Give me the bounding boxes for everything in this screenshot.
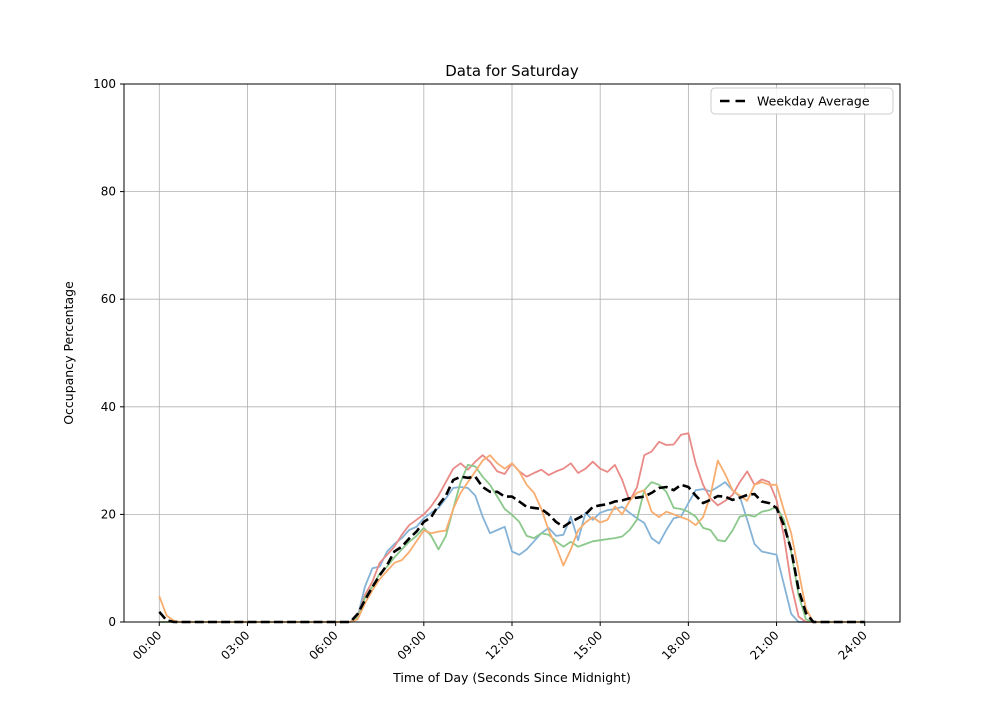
axes: 00:00 03:00 06:00 09:00 12:00 15:00 18:00 21:00… [93, 77, 870, 663]
y-tick-label: 40 [101, 400, 116, 414]
x-tick-label: 15:00 [571, 628, 605, 662]
x-tick-label: 21:00 [747, 628, 781, 662]
y-tick-label: 80 [101, 185, 116, 199]
x-tick-label: 00:00 [130, 628, 164, 662]
chart-title: Data for Saturday [445, 62, 579, 80]
y-axis-label: Occupancy Percentage [61, 281, 76, 425]
x-tick-label: 06:00 [306, 628, 340, 662]
x-tick-label: 12:00 [483, 628, 517, 662]
y-tick-label: 0 [108, 615, 116, 629]
y-tick-label: 20 [101, 507, 116, 521]
legend-box [710, 87, 894, 115]
x-tick-label: 18:00 [659, 628, 693, 662]
x-axis-label: Time of Day (Seconds Since Midnight) [392, 670, 631, 685]
y-tick-label: 100 [93, 77, 116, 91]
legend-label: Weekday Average [757, 94, 870, 109]
plot-border [123, 83, 901, 623]
y-tick-label: 60 [101, 292, 116, 306]
gridlines [124, 83, 900, 623]
x-tick-label: 24:00 [835, 628, 869, 662]
legend: Weekday Average [710, 87, 894, 115]
x-tick-label: 09:00 [395, 628, 429, 662]
x-tick-label: 03:00 [218, 628, 252, 662]
